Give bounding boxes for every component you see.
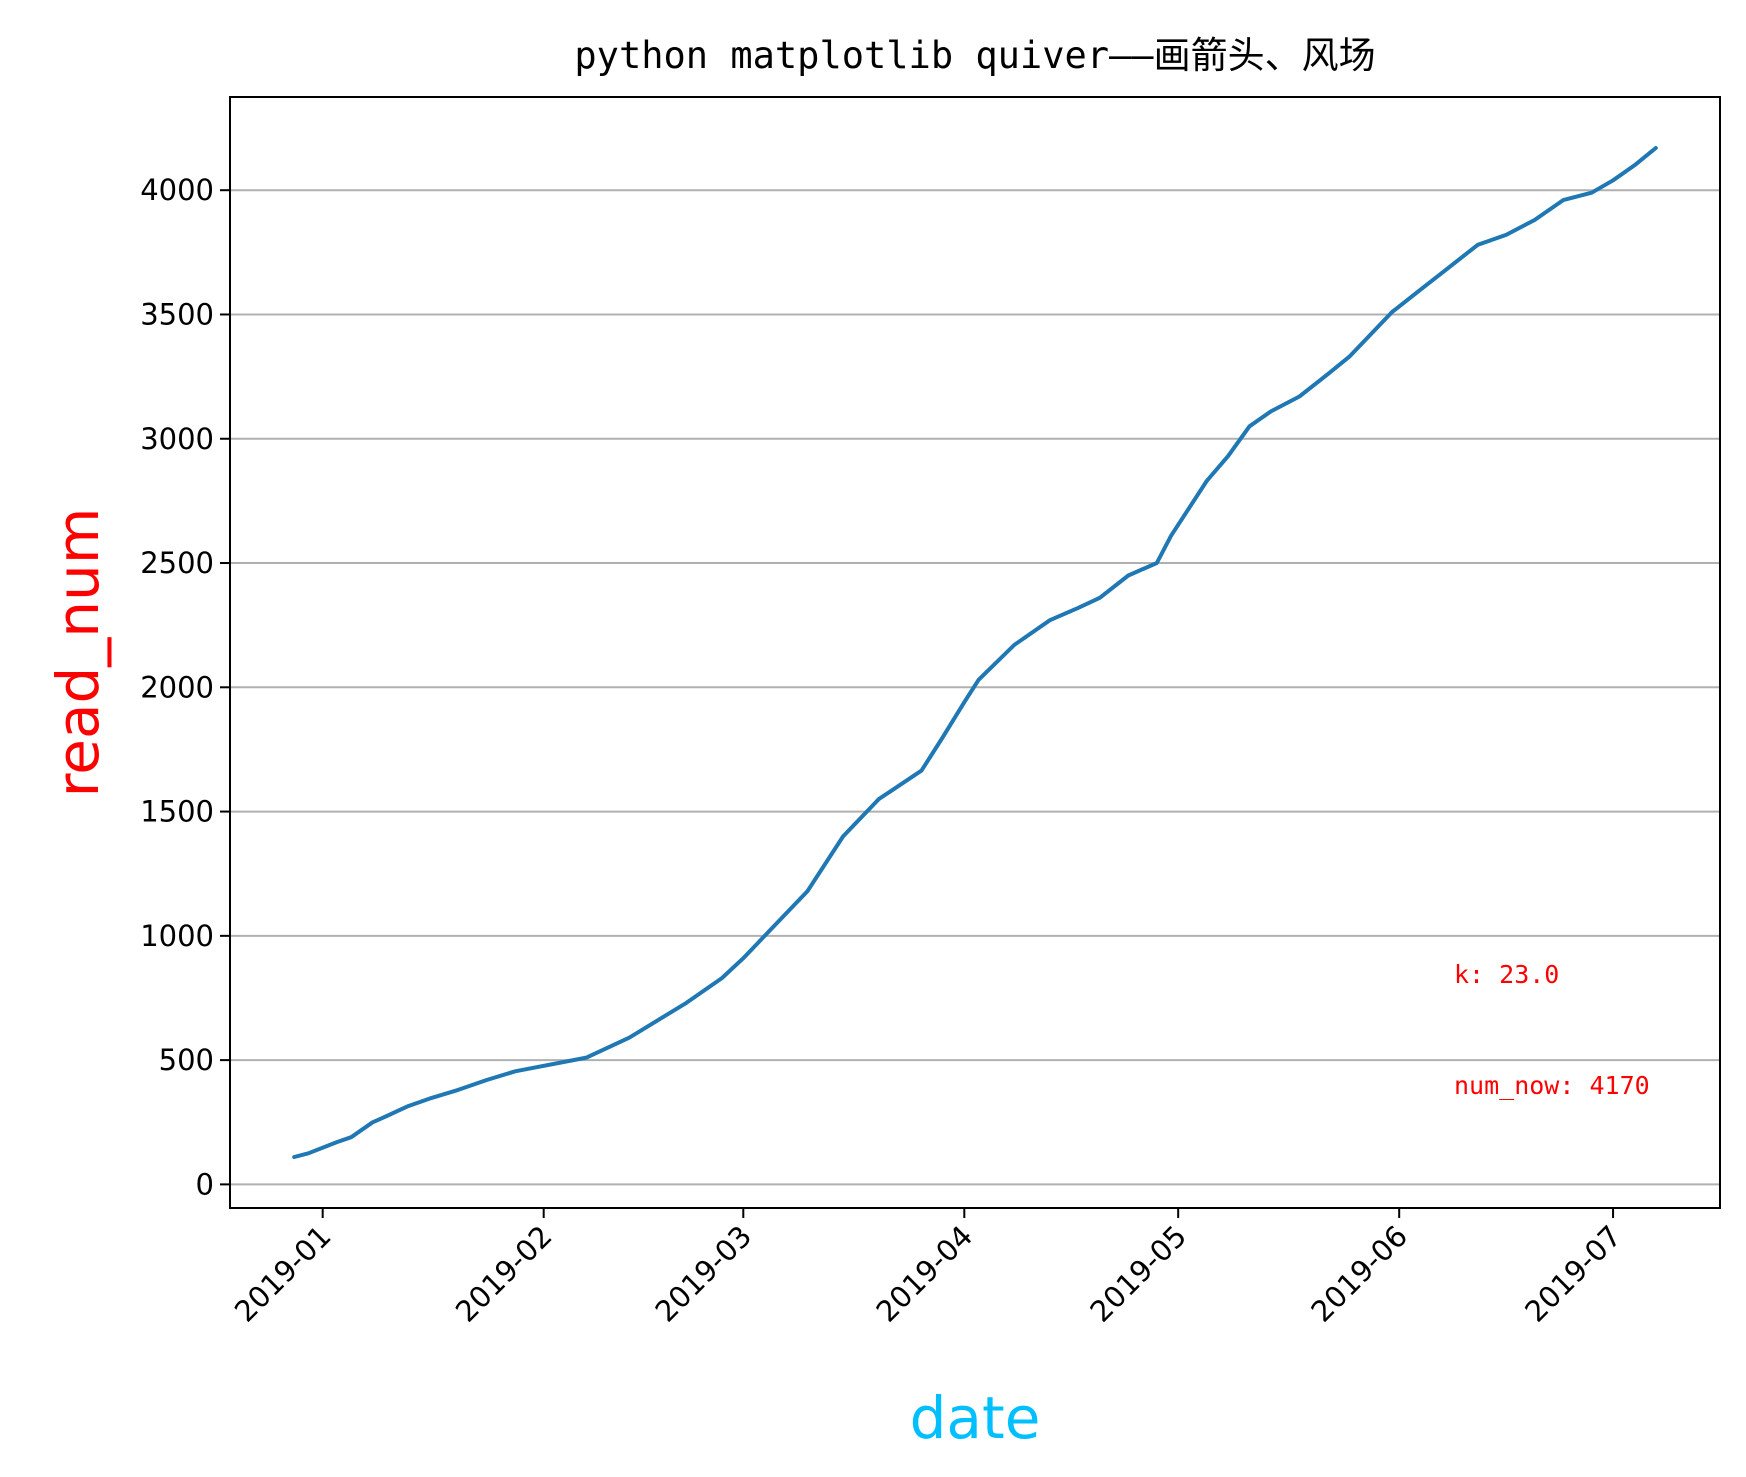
x-tick-label: 2019-04 [870, 1219, 980, 1329]
x-tick-label: 2019-02 [449, 1219, 559, 1329]
y-tick-label: 4000 [140, 173, 214, 207]
plot-frame [229, 96, 1721, 1209]
y-tick-label: 1500 [140, 795, 214, 829]
chart-title: python matplotlib quiver——画箭头、风场 [574, 34, 1375, 77]
series-line [292, 146, 1658, 1159]
y-tick-label: 3500 [140, 297, 214, 331]
y-tick-label: 2500 [140, 546, 214, 580]
x-tick-label: 2019-06 [1304, 1219, 1414, 1329]
y-tick-label: 0 [196, 1167, 214, 1201]
annotation-num-now: num_now: 4170 [1454, 1071, 1650, 1100]
y-axis: 0 500 1000 1500 2000 2500 3000 3500 4000 [140, 173, 230, 1201]
y-tick-label: 500 [159, 1043, 214, 1077]
y-axis-label: read_num [44, 508, 112, 798]
x-axis-label: date [910, 1384, 1041, 1452]
annotation-k: k: 23.0 [1454, 960, 1559, 989]
y-tick-label: 2000 [140, 670, 214, 704]
x-tick-label: 2019-07 [1518, 1219, 1628, 1329]
y-tick-label: 3000 [140, 422, 214, 456]
x-tick-label: 2019-01 [228, 1219, 338, 1329]
x-axis: 2019-01 2019-02 2019-03 2019-04 2019-05 2019-… [228, 1208, 1628, 1329]
x-tick-label: 2019-05 [1083, 1219, 1193, 1329]
y-tick-label: 1000 [140, 919, 214, 953]
x-tick-label: 2019-03 [649, 1219, 759, 1329]
